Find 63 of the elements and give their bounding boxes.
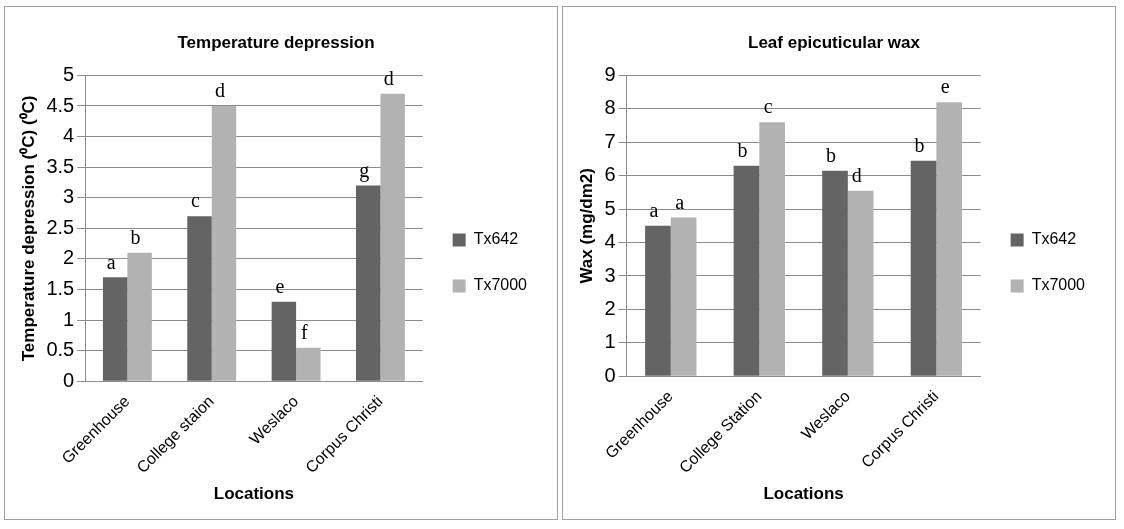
annotation: a bbox=[106, 250, 116, 273]
annotation: e bbox=[275, 275, 285, 298]
chart-title: Temperature depression bbox=[177, 32, 375, 52]
bar bbox=[910, 160, 937, 376]
y-tick-label: 4 bbox=[604, 230, 616, 253]
annotation: a bbox=[675, 190, 685, 213]
annotation: f bbox=[300, 320, 308, 343]
legend-label: Tx7000 bbox=[1031, 276, 1086, 294]
y-axis-title: Wax (mg/dm2) bbox=[576, 168, 596, 284]
bar bbox=[645, 225, 671, 376]
chart-title: Leaf epicuticular wax bbox=[748, 32, 921, 52]
annotation: b bbox=[130, 226, 141, 249]
annotation: b bbox=[737, 138, 748, 161]
annotation: g bbox=[359, 158, 370, 182]
bar bbox=[355, 185, 381, 381]
annotation: c bbox=[763, 95, 773, 118]
bar bbox=[670, 217, 697, 376]
y-tick-label: 1.5 bbox=[46, 277, 75, 300]
bar bbox=[759, 122, 785, 376]
annotation: b bbox=[826, 143, 837, 166]
bar bbox=[187, 216, 212, 381]
legend-label: Tx642 bbox=[473, 230, 519, 248]
y-tick-label: 3.5 bbox=[46, 154, 75, 177]
annotation: b bbox=[914, 133, 925, 156]
y-axis-title: Temperature depression (⁰C) (⁰C) bbox=[18, 95, 38, 362]
x-axis-title: Locations bbox=[763, 484, 844, 504]
y-tick-label: 9 bbox=[604, 62, 616, 85]
annotation: d bbox=[214, 79, 225, 102]
y-tick-label: 5 bbox=[63, 62, 75, 85]
legend-label: Tx642 bbox=[1031, 230, 1077, 248]
y-tick-label: 0 bbox=[63, 368, 75, 391]
bar bbox=[102, 277, 128, 381]
y-tick-label: 7 bbox=[604, 129, 616, 152]
y-tick-label: 4 bbox=[63, 124, 75, 147]
y-tick-label: 3 bbox=[63, 185, 75, 208]
y-tick-label: 2 bbox=[63, 246, 75, 269]
y-tick-label: 0 bbox=[604, 363, 616, 386]
y-tick-label: 2 bbox=[604, 296, 616, 319]
y-tick-label: 4.5 bbox=[46, 93, 75, 116]
bar bbox=[847, 190, 874, 376]
x-axis-title: Locations bbox=[213, 484, 295, 504]
y-tick-label: 2.5 bbox=[46, 215, 75, 238]
legend-label: Tx7000 bbox=[473, 276, 528, 294]
bar bbox=[380, 93, 405, 381]
bar bbox=[271, 301, 297, 381]
bar bbox=[822, 170, 848, 376]
y-tick-label: 6 bbox=[604, 163, 616, 186]
bar bbox=[127, 252, 152, 381]
y-tick-label: 3 bbox=[604, 263, 616, 286]
annotation: d bbox=[383, 67, 394, 90]
bar bbox=[733, 165, 760, 376]
y-tick-label: 5 bbox=[604, 196, 616, 219]
annotation: a bbox=[649, 199, 659, 222]
y-tick-label: 8 bbox=[604, 96, 616, 119]
y-tick-label: 0.5 bbox=[46, 338, 75, 361]
annotation: d bbox=[851, 163, 862, 186]
y-tick-label: 1 bbox=[63, 307, 75, 330]
y-tick-label: 1 bbox=[604, 330, 616, 353]
bar bbox=[936, 102, 963, 376]
annotation: e bbox=[940, 75, 950, 98]
bar bbox=[296, 347, 321, 381]
annotation: c bbox=[191, 189, 201, 212]
bar bbox=[211, 105, 237, 381]
